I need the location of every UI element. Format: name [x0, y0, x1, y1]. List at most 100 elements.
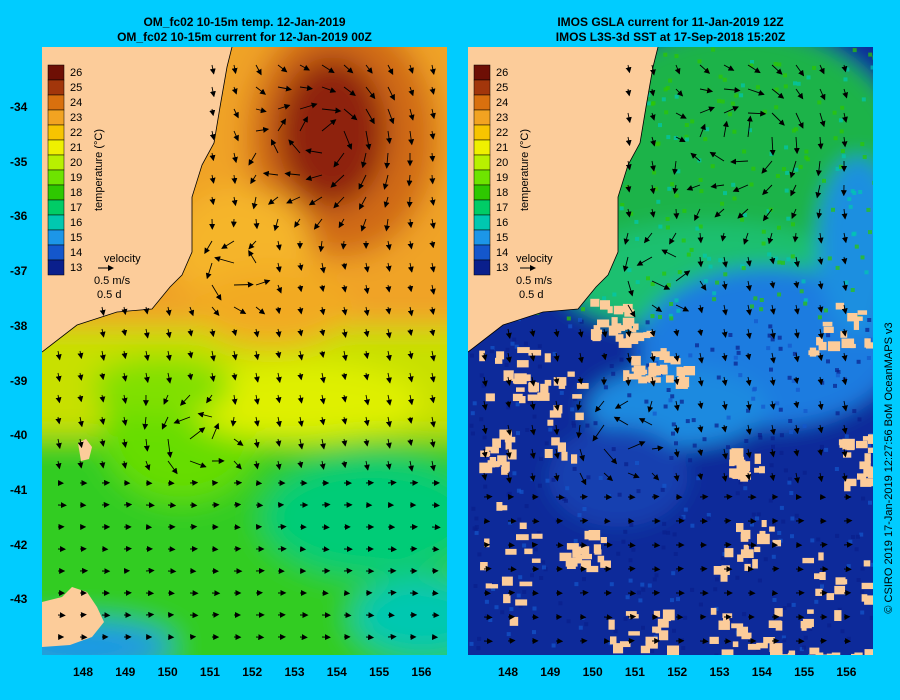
longitude-tick-label: 149	[540, 665, 561, 679]
current-vector	[627, 590, 637, 597]
current-vector	[407, 372, 414, 383]
current-vector	[625, 184, 632, 193]
current-vector	[722, 120, 729, 138]
colorbar-swatch	[47, 229, 65, 246]
current-vector	[321, 501, 331, 508]
left-current-vectors	[55, 64, 441, 641]
current-vector	[651, 472, 660, 481]
current-vector	[841, 64, 848, 73]
current-vector	[275, 372, 282, 384]
current-vector	[297, 460, 304, 469]
colorbar-swatch	[47, 214, 65, 231]
current-vector	[429, 240, 436, 249]
colorbar-swatch	[473, 154, 491, 171]
current-vector	[429, 416, 436, 428]
current-vector	[769, 328, 776, 340]
current-vector	[341, 328, 348, 338]
current-vector	[697, 352, 704, 364]
colorbar-tick-label: 17	[496, 202, 508, 214]
current-vector	[275, 394, 282, 404]
current-vector	[275, 328, 282, 338]
current-vector	[697, 448, 704, 457]
colorbar-tick-label: 13	[70, 262, 82, 274]
current-vector	[209, 64, 216, 75]
current-vector	[363, 306, 370, 317]
current-vector	[697, 256, 704, 268]
current-vector	[166, 372, 172, 384]
current-vector	[714, 208, 725, 218]
current-vector	[275, 306, 282, 315]
current-vector	[762, 184, 773, 196]
current-vector	[793, 376, 800, 385]
current-vector	[529, 448, 536, 460]
current-vector	[187, 328, 194, 337]
current-vector	[297, 394, 304, 404]
current-vector	[275, 240, 282, 251]
current-vector	[230, 416, 237, 427]
current-vector	[790, 184, 797, 197]
current-vector	[253, 460, 260, 470]
colorbar-swatch	[473, 229, 491, 246]
current-vector	[297, 350, 304, 361]
colorbar-title: temperature (°C)	[519, 129, 531, 211]
current-vector	[231, 64, 238, 75]
current-vector	[841, 136, 848, 148]
current-vector	[649, 112, 656, 121]
current-vector	[429, 328, 436, 337]
current-vector	[673, 208, 680, 220]
current-vector	[429, 460, 436, 472]
current-vector	[699, 106, 715, 114]
current-vector	[99, 416, 106, 425]
left-panel-title: OM_fc02 10-15m temp. 12-Jan-2019 OM_fc02…	[42, 15, 447, 45]
current-vector	[55, 438, 62, 450]
current-vector	[673, 328, 680, 337]
current-vector	[553, 424, 560, 436]
current-vector	[429, 130, 436, 140]
current-vector	[341, 438, 348, 447]
current-vector	[675, 88, 684, 97]
current-vector	[721, 376, 728, 387]
current-vector	[209, 108, 216, 117]
current-vector	[815, 160, 822, 177]
current-vector	[795, 112, 804, 129]
current-vector	[253, 372, 260, 383]
current-vector	[144, 460, 151, 471]
current-vector	[529, 424, 536, 436]
current-vector	[166, 438, 173, 458]
latitude-tick-label: -41	[10, 482, 28, 497]
current-vector	[233, 460, 242, 470]
current-vector	[576, 424, 583, 439]
colorbar-tick-label: 24	[70, 97, 82, 109]
current-vector	[710, 183, 725, 190]
current-vector	[387, 64, 394, 75]
current-vector	[165, 328, 172, 339]
colorbar-swatch	[473, 64, 491, 81]
current-vector	[817, 352, 824, 362]
left-velocity-legend: velocity 0.5 m/s 0.5 d	[94, 253, 141, 301]
current-vector	[121, 394, 128, 404]
right-panel-title: IMOS GSLA current for 11-Jan-2019 12Z IM…	[468, 15, 873, 45]
current-vector	[343, 64, 354, 74]
current-vector	[699, 87, 714, 94]
colorbar-swatch	[473, 259, 491, 276]
current-vector	[77, 438, 84, 449]
current-vector	[553, 352, 560, 362]
current-vector	[481, 352, 488, 361]
current-vector	[384, 152, 391, 169]
left-colorbar: 26 25 24 23 22 21 20 19 18 17 16 15 14 13 temperature …	[47, 64, 105, 276]
current-vector	[579, 517, 589, 524]
current-vector	[675, 112, 687, 119]
current-vector	[121, 306, 128, 316]
current-vector	[625, 208, 632, 218]
current-vector	[769, 256, 776, 265]
longitude-tick-label: 148	[498, 665, 519, 679]
colorbar-tick-label: 14	[70, 247, 82, 259]
latitude-tick-label: -39	[10, 373, 28, 388]
current-vector	[363, 460, 370, 471]
current-vector	[699, 280, 707, 291]
current-vector	[407, 284, 414, 293]
right-title-line2: IMOS L3S-3d SST at 17-Sep-2018 15:20Z	[555, 30, 786, 44]
current-vector	[408, 64, 414, 74]
current-vector	[816, 208, 823, 219]
current-vector	[819, 64, 825, 75]
